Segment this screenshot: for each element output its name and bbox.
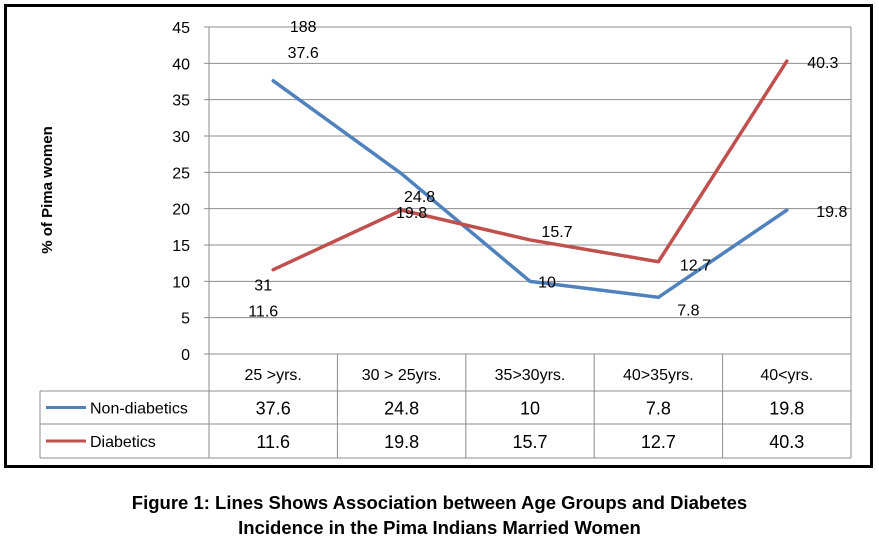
legend-label: Non-diabetics [90, 401, 188, 418]
y-tick-label: 40 [172, 56, 190, 73]
data-label: 15.7 [541, 224, 572, 241]
legend-label: Diabetics [90, 434, 156, 451]
table-cell-value: 19.8 [384, 432, 419, 452]
table-cell-value: 19.8 [769, 399, 804, 419]
table-cell-value: 10 [520, 399, 540, 419]
data-label: 188 [290, 19, 317, 36]
data-label: 24.8 [404, 189, 435, 206]
table-cell-value: 37.6 [256, 399, 291, 419]
table-cell-value: 40.3 [769, 432, 804, 452]
y-tick-label: 10 [172, 274, 190, 291]
x-tick-label: 35>30yrs. [495, 367, 566, 384]
data-label: 10 [538, 274, 556, 291]
caption-line-1: Figure 1: Lines Shows Association betwee… [131, 492, 748, 513]
table-cell-value: 15.7 [512, 432, 547, 452]
table-cell-value: 7.8 [646, 399, 671, 419]
y-tick-label: 20 [172, 202, 190, 219]
y-tick-label: 5 [181, 311, 190, 328]
table-cell-value: 12.7 [641, 432, 676, 452]
series-line [271, 79, 789, 300]
data-label: 40.3 [807, 55, 838, 72]
y-tick-label: 15 [172, 238, 190, 255]
table-cell-value: 24.8 [384, 399, 419, 419]
data-label: 12.7 [680, 258, 711, 275]
data-label: 37.6 [288, 45, 319, 62]
y-tick-label: 30 [172, 129, 190, 146]
x-tick-label: 30 > 25yrs. [362, 367, 442, 384]
y-tick-label: 45 [172, 20, 190, 37]
line-chart: 0 5 10 15 20 25 30 35 40 45 % of Pima women 25 >yrs… [39, 19, 852, 459]
x-tick-label: 40<yrs. [760, 367, 813, 384]
table-cell-value: 11.6 [256, 432, 290, 452]
y-tick-label: 25 [172, 165, 190, 182]
data-label: 31 [254, 278, 272, 295]
data-label: 7.8 [677, 302, 699, 319]
y-tick-label: 35 [172, 93, 190, 110]
caption-line-2: Incidence in the Pima Indians Married Wo… [238, 517, 641, 538]
data-label: 19.8 [816, 204, 847, 221]
y-axis-title: % of Pima women [39, 126, 56, 254]
y-tick-label: 0 [181, 347, 190, 364]
series-line [271, 59, 789, 272]
figure-caption: Figure 1: Lines Shows Association betwee… [0, 490, 879, 540]
x-tick-label: 40>35yrs. [623, 367, 694, 384]
data-label: 11.6 [248, 304, 278, 321]
x-tick-label: 25 >yrs. [245, 367, 302, 384]
data-label: 19.8 [396, 205, 427, 222]
